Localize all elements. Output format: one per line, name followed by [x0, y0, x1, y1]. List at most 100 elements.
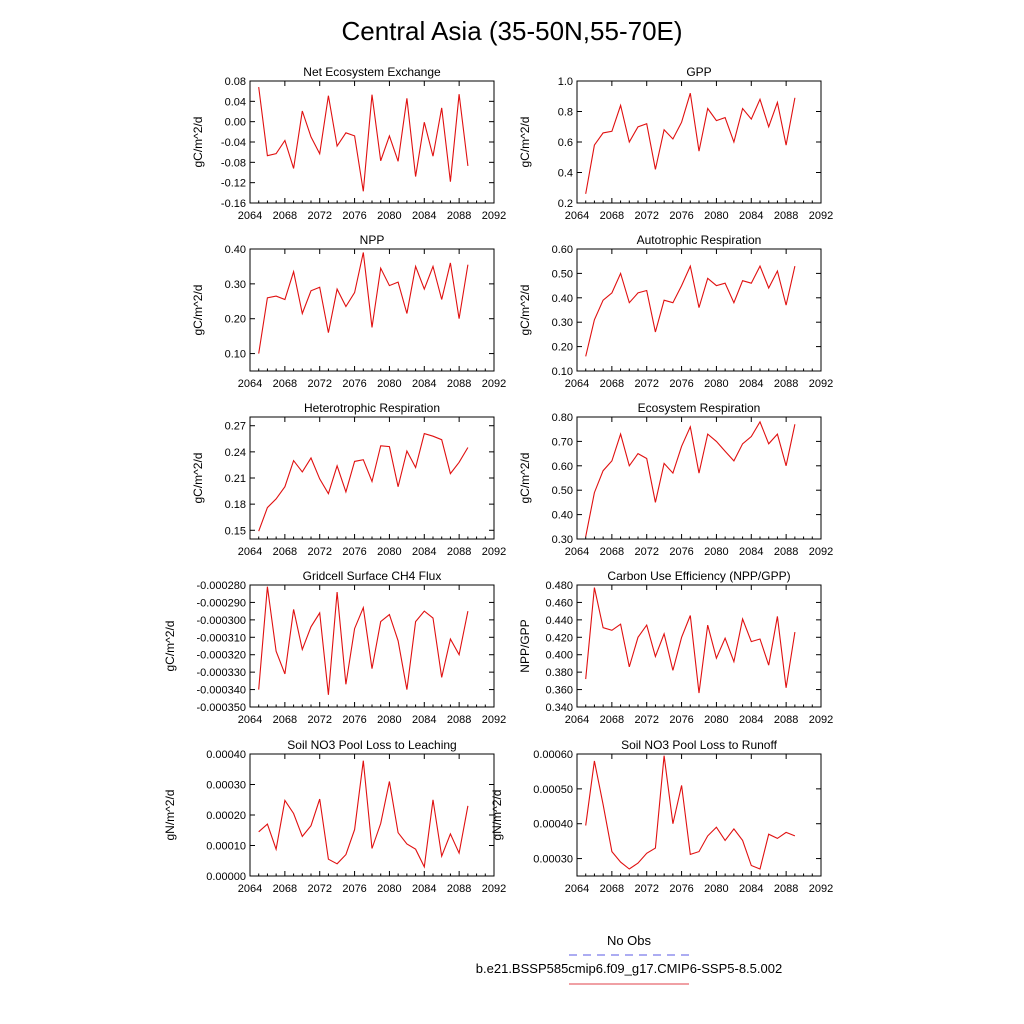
panel-title: GPP	[686, 65, 711, 79]
y-tick-label: 0.60	[552, 244, 573, 256]
x-tick-label: 2084	[412, 378, 436, 390]
x-tick-label: 2068	[600, 883, 624, 895]
y-tick-label: 0.60	[552, 461, 573, 473]
x-tick-label: 2068	[600, 210, 624, 222]
x-tick-label: 2080	[704, 546, 728, 558]
x-tick-label: 2064	[238, 883, 262, 895]
x-tick-label: 2092	[482, 546, 506, 558]
y-tick-label: 0.70	[552, 436, 573, 448]
y-tick-label: 0.00030	[206, 780, 246, 792]
panel-title: Heterotrophic Respiration	[304, 401, 440, 415]
y-tick-label: 0.40	[552, 510, 573, 522]
series-line	[585, 264, 796, 357]
x-tick-label: 2084	[739, 883, 763, 895]
y-tick-label: 0.00040	[206, 749, 246, 761]
y-axis-label: gN/m^2/d	[490, 790, 504, 841]
y-tick-label: -0.000310	[196, 632, 246, 644]
x-tick-label: 2072	[634, 714, 658, 726]
x-tick-label: 2092	[482, 714, 506, 726]
x-tick-label: 2084	[412, 210, 436, 222]
x-tick-label: 2064	[565, 546, 589, 558]
x-tick-label: 2092	[809, 714, 833, 726]
y-tick-label: 0.2	[558, 198, 573, 210]
x-tick-label: 2092	[809, 378, 833, 390]
panel-title: Soil NO3 Pool Loss to Leaching	[287, 738, 456, 752]
series-line	[585, 587, 796, 694]
x-tick-label: 2092	[809, 883, 833, 895]
y-tick-label: 0.40	[552, 293, 573, 305]
y-tick-label: 0.400	[545, 650, 573, 662]
x-tick-label: 2076	[342, 378, 366, 390]
series-line	[585, 420, 796, 537]
panel-carbon-use-efficiency-npp-gpp: Carbon Use Efficiency (NPP/GPP) 2064 2068 2…	[518, 569, 833, 726]
panel-soil-no3-pool-loss-to-leaching: Soil NO3 Pool Loss to Leaching 2064 2068 20…	[163, 738, 506, 895]
x-tick-label: 2072	[307, 546, 331, 558]
x-tick-label: 2084	[739, 210, 763, 222]
y-tick-label: -0.000330	[196, 667, 246, 679]
y-tick-label: 0.80	[552, 412, 573, 424]
panel-ecosystem-respiration: Ecosystem Respiration 2064 2068 2072 2076 208…	[518, 401, 833, 558]
y-tick-label: -0.000340	[196, 685, 246, 697]
x-tick-label: 2072	[634, 210, 658, 222]
y-axis-label: gN/m^2/d	[163, 790, 177, 841]
plot-frame	[249, 416, 495, 540]
y-tick-label: -0.000350	[196, 702, 246, 714]
x-tick-label: 2072	[307, 883, 331, 895]
x-tick-label: 2080	[377, 378, 401, 390]
y-tick-label: 0.18	[225, 499, 246, 511]
x-tick-label: 2088	[447, 546, 471, 558]
x-tick-label: 2076	[342, 714, 366, 726]
y-tick-label: -0.000320	[196, 650, 246, 662]
y-tick-label: -0.04	[221, 137, 246, 149]
x-tick-label: 2064	[238, 714, 262, 726]
x-tick-label: 2068	[600, 714, 624, 726]
legend-entry-model-run: b.e21.BSSP585cmip6.f09_g17.CMIP6-SSP5-8.…	[476, 961, 782, 976]
x-tick-label: 2072	[634, 378, 658, 390]
x-tick-label: 2064	[238, 378, 262, 390]
series-line	[258, 432, 469, 532]
x-tick-label: 2088	[774, 210, 798, 222]
x-tick-label: 2068	[273, 210, 297, 222]
panel-title: Autotrophic Respiration	[637, 233, 762, 247]
x-tick-label: 2076	[669, 714, 693, 726]
x-tick-label: 2084	[412, 883, 436, 895]
y-axis-label: gC/m^2/d	[191, 453, 205, 504]
x-tick-label: 2064	[565, 883, 589, 895]
plot-frame	[249, 753, 495, 877]
y-tick-label: 0.21	[225, 473, 246, 485]
plot-frame	[576, 753, 822, 877]
x-tick-label: 2088	[774, 714, 798, 726]
x-tick-label: 2068	[273, 378, 297, 390]
plot-frame	[576, 416, 822, 540]
x-tick-label: 2084	[739, 546, 763, 558]
x-tick-label: 2068	[600, 378, 624, 390]
panel-gridcell-surface-ch4-flux: Gridcell Surface CH4 Flux 2064 2068 2072 207…	[163, 569, 506, 726]
legend-entry-no-obs: No Obs	[607, 933, 652, 948]
y-tick-label: 0.440	[545, 615, 573, 627]
y-tick-label: 0.00010	[206, 841, 246, 853]
x-tick-label: 2092	[809, 210, 833, 222]
x-tick-label: 2088	[447, 883, 471, 895]
x-tick-label: 2072	[307, 714, 331, 726]
x-tick-label: 2076	[669, 883, 693, 895]
y-tick-label: -0.000300	[196, 615, 246, 627]
y-tick-label: 0.8	[558, 107, 573, 119]
y-tick-label: 0.10	[225, 349, 246, 361]
y-tick-label: 0.20	[225, 314, 246, 326]
y-axis-label: gC/m^2/d	[518, 117, 532, 168]
y-tick-label: 0.30	[225, 279, 246, 291]
plot-frame	[576, 248, 822, 372]
x-tick-label: 2068	[273, 714, 297, 726]
y-tick-label: 0.00030	[533, 854, 573, 866]
y-tick-label: 0.50	[552, 268, 573, 280]
y-tick-label: 0.27	[225, 421, 246, 433]
y-tick-label: 0.08	[225, 76, 246, 88]
y-axis-label: gC/m^2/d	[518, 453, 532, 504]
plot-frame	[249, 584, 495, 708]
y-tick-label: 0.360	[545, 685, 573, 697]
panel-title: Net Ecosystem Exchange	[303, 65, 441, 79]
x-tick-label: 2080	[377, 714, 401, 726]
x-tick-label: 2064	[238, 546, 262, 558]
legend: No Obs b.e21.BSSP585cmip6.f09_g17.CMIP6-…	[476, 933, 782, 985]
y-tick-label: 0.00040	[533, 819, 573, 831]
